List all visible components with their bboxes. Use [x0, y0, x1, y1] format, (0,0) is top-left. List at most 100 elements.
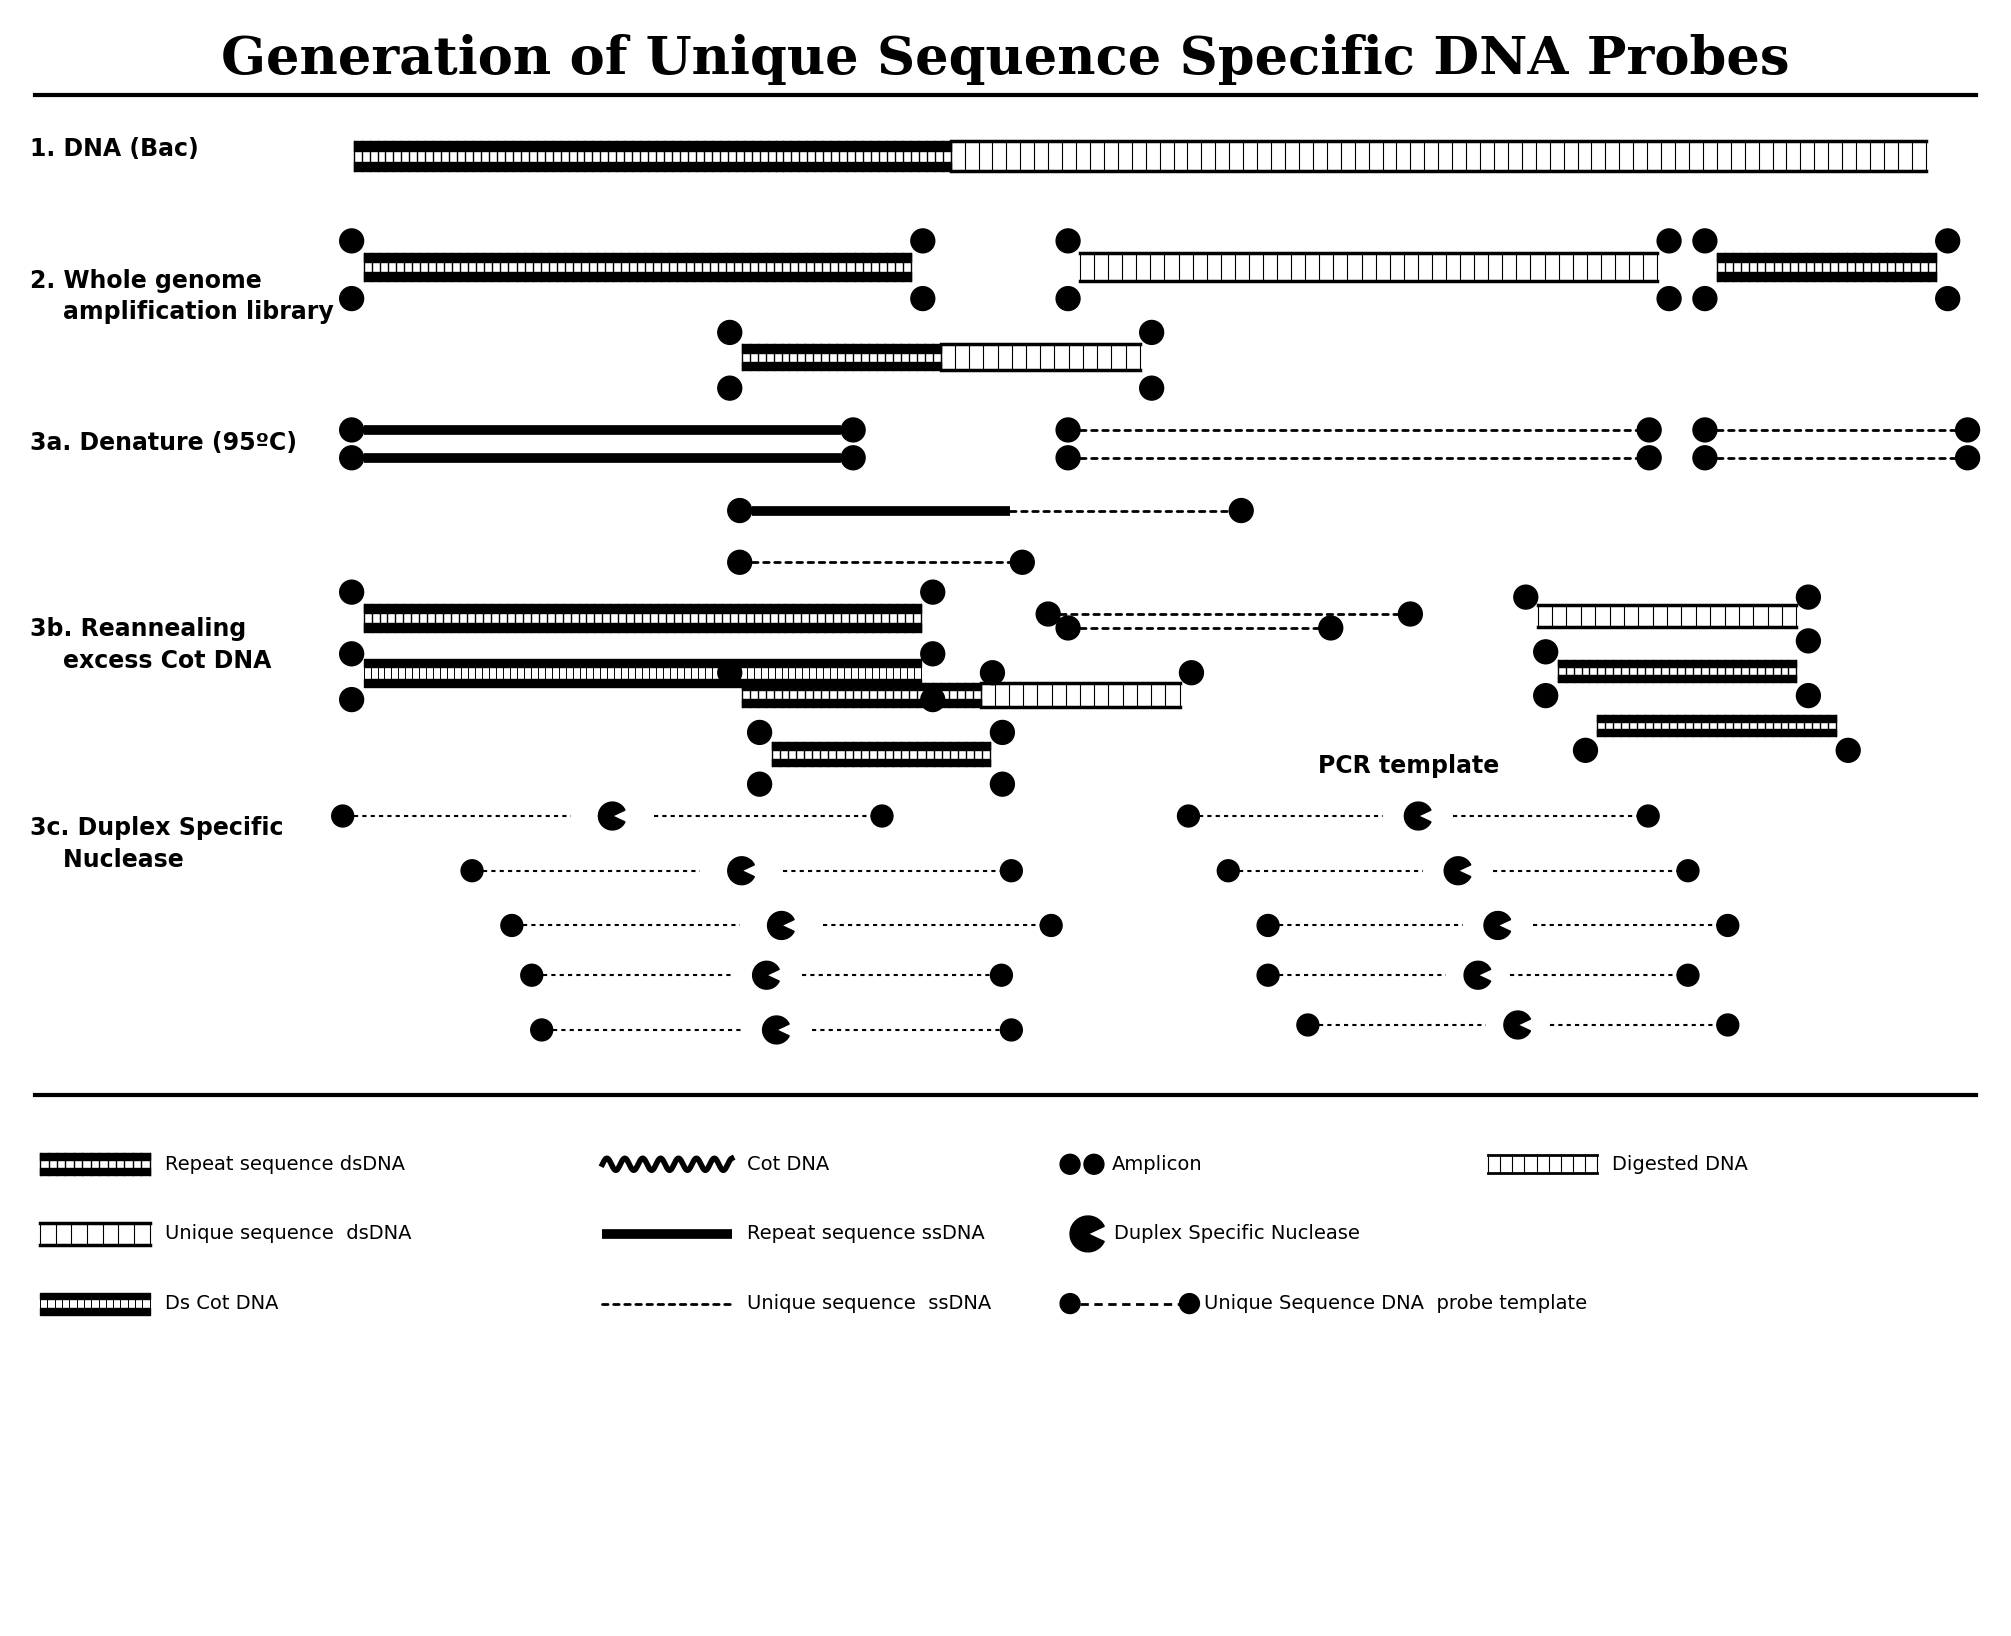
- Circle shape: [728, 499, 752, 522]
- Circle shape: [332, 805, 354, 826]
- Text: 3a. Denature (95ºC): 3a. Denature (95ºC): [30, 430, 298, 455]
- Circle shape: [340, 687, 364, 712]
- Circle shape: [991, 772, 1014, 797]
- Circle shape: [1398, 602, 1422, 627]
- Circle shape: [1257, 964, 1279, 987]
- Bar: [1717, 272, 1937, 281]
- Circle shape: [1637, 805, 1659, 826]
- Text: Unique Sequence DNA  probe template: Unique Sequence DNA probe template: [1205, 1294, 1587, 1314]
- Circle shape: [1040, 915, 1062, 936]
- Bar: [1597, 730, 1836, 736]
- Wedge shape: [1070, 1216, 1104, 1252]
- Text: Unique sequence  dsDNA: Unique sequence dsDNA: [165, 1224, 410, 1243]
- Wedge shape: [1484, 911, 1510, 939]
- Circle shape: [728, 550, 752, 574]
- Circle shape: [1677, 964, 1699, 987]
- Wedge shape: [752, 962, 778, 990]
- Bar: [1559, 659, 1796, 667]
- Circle shape: [1796, 628, 1820, 653]
- Circle shape: [921, 581, 945, 604]
- Circle shape: [461, 861, 483, 882]
- Circle shape: [1036, 602, 1060, 627]
- Circle shape: [1514, 586, 1538, 609]
- Circle shape: [1060, 1294, 1080, 1314]
- Circle shape: [1534, 640, 1559, 664]
- Wedge shape: [599, 802, 625, 829]
- Bar: [1597, 715, 1836, 721]
- Wedge shape: [728, 857, 754, 885]
- Circle shape: [999, 1019, 1022, 1040]
- Text: Repeat sequence dsDNA: Repeat sequence dsDNA: [165, 1155, 404, 1173]
- Circle shape: [1693, 286, 1717, 311]
- Circle shape: [1955, 417, 1979, 442]
- Circle shape: [1178, 805, 1199, 826]
- Bar: [364, 679, 921, 687]
- Text: Generation of Unique Sequence Specific DNA Probes: Generation of Unique Sequence Specific D…: [221, 34, 1790, 85]
- Circle shape: [921, 687, 945, 712]
- Circle shape: [981, 661, 1003, 684]
- Circle shape: [1180, 661, 1203, 684]
- Text: Repeat sequence ssDNA: Repeat sequence ssDNA: [746, 1224, 985, 1243]
- Circle shape: [1693, 229, 1717, 254]
- Bar: [354, 162, 951, 172]
- Bar: [772, 759, 991, 766]
- Circle shape: [999, 861, 1022, 882]
- Circle shape: [1056, 417, 1080, 442]
- Circle shape: [340, 447, 364, 470]
- Circle shape: [1056, 286, 1080, 311]
- Circle shape: [340, 581, 364, 604]
- Bar: [1559, 674, 1796, 682]
- Circle shape: [521, 964, 543, 987]
- Bar: [364, 659, 921, 666]
- Circle shape: [991, 964, 1012, 987]
- Bar: [40, 1309, 149, 1314]
- Circle shape: [1573, 738, 1597, 762]
- Text: Amplicon: Amplicon: [1112, 1155, 1203, 1173]
- Circle shape: [1534, 684, 1559, 707]
- Bar: [40, 1292, 149, 1299]
- Circle shape: [1297, 1014, 1319, 1036]
- Bar: [742, 344, 941, 353]
- Bar: [40, 1168, 149, 1175]
- Bar: [40, 1153, 149, 1160]
- Wedge shape: [1404, 802, 1432, 829]
- Circle shape: [1084, 1155, 1104, 1175]
- Circle shape: [1693, 447, 1717, 470]
- Bar: [1717, 254, 1937, 262]
- Circle shape: [1056, 617, 1080, 640]
- Circle shape: [531, 1019, 553, 1040]
- Circle shape: [1060, 1155, 1080, 1175]
- Circle shape: [340, 229, 364, 254]
- Wedge shape: [762, 1016, 788, 1044]
- Circle shape: [841, 447, 865, 470]
- Circle shape: [841, 417, 865, 442]
- Bar: [364, 272, 911, 281]
- Circle shape: [1955, 447, 1979, 470]
- Text: 1. DNA (Bac): 1. DNA (Bac): [30, 137, 199, 162]
- Bar: [742, 699, 981, 707]
- Circle shape: [340, 417, 364, 442]
- Circle shape: [340, 641, 364, 666]
- Text: Duplex Specific Nuclease: Duplex Specific Nuclease: [1114, 1224, 1359, 1243]
- Circle shape: [501, 915, 523, 936]
- Circle shape: [1217, 861, 1239, 882]
- Circle shape: [1693, 417, 1717, 442]
- Circle shape: [1717, 1014, 1740, 1036]
- Bar: [354, 141, 951, 151]
- Wedge shape: [1504, 1011, 1530, 1039]
- Circle shape: [1319, 617, 1343, 640]
- Circle shape: [1937, 229, 1959, 254]
- Text: Unique sequence  ssDNA: Unique sequence ssDNA: [746, 1294, 991, 1314]
- Wedge shape: [1464, 962, 1490, 990]
- Bar: [364, 604, 921, 614]
- Text: PCR template: PCR template: [1317, 754, 1498, 779]
- Circle shape: [748, 772, 772, 797]
- Circle shape: [748, 720, 772, 744]
- Circle shape: [1056, 229, 1080, 254]
- Circle shape: [1657, 229, 1681, 254]
- Bar: [742, 362, 941, 370]
- Circle shape: [1937, 286, 1959, 311]
- Wedge shape: [1444, 857, 1470, 885]
- Circle shape: [991, 720, 1014, 744]
- Circle shape: [1140, 321, 1164, 344]
